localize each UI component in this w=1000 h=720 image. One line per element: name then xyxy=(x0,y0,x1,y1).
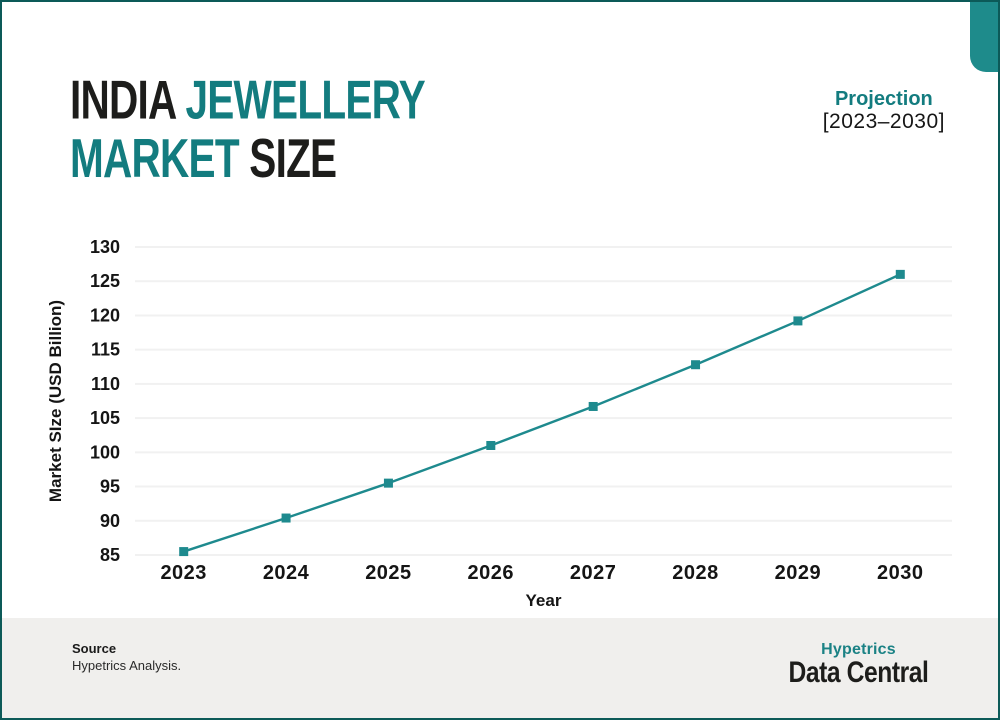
y-tick-label: 85 xyxy=(100,545,120,565)
chart-area: 85 90 95 100 105 110 115 120 125 130 2023 2024 2025 2… xyxy=(42,230,957,615)
x-axis-title: Year xyxy=(526,591,562,610)
data-point-marker xyxy=(486,440,496,450)
x-tick-label: 2025 xyxy=(365,562,412,584)
corner-accent-tab xyxy=(970,2,998,72)
data-point-marker xyxy=(895,269,905,279)
data-point-marker xyxy=(383,478,393,488)
y-tick-label: 100 xyxy=(90,442,120,462)
market-chart: 85 90 95 100 105 110 115 120 125 130 2023 2024 2025 2… xyxy=(46,237,952,610)
projection-range: [2023–2030] xyxy=(822,110,945,133)
x-tick-label: 2024 xyxy=(263,562,310,584)
y-tick-label: 115 xyxy=(91,340,120,360)
data-point-marker xyxy=(588,401,598,411)
footer-band: Source Hypetrics Analysis. Hypetrics Dat… xyxy=(2,618,998,718)
y-tick-label: 125 xyxy=(90,271,120,291)
title-word: JEWELLERY xyxy=(185,69,426,132)
x-tick-label: 2029 xyxy=(775,562,822,584)
x-tick-label: 2027 xyxy=(570,562,617,584)
y-tick-label: 110 xyxy=(91,374,120,394)
source-block: Source Hypetrics Analysis. xyxy=(72,640,181,674)
y-tick-label: 90 xyxy=(100,511,120,531)
y-tick-label: 95 xyxy=(100,477,120,497)
projection-label: Projection xyxy=(834,88,933,110)
title-word: SIZE xyxy=(249,128,337,190)
page-title: INDIA JEWELLERY MARKET SIZE xyxy=(70,69,426,189)
y-tick-label: 105 xyxy=(90,408,120,428)
projection-block: Projection [2023–2030] xyxy=(823,88,945,133)
brand-logo-top: Hypetrics xyxy=(821,641,896,658)
x-tick-label: 2023 xyxy=(160,562,207,584)
source-text: Hypetrics Analysis. xyxy=(72,658,182,673)
y-tick-label: 120 xyxy=(90,305,120,325)
title-word: INDIA xyxy=(70,69,186,132)
brand-logo: Hypetrics Data Central xyxy=(779,641,938,689)
title-line: INDIA JEWELLERY xyxy=(70,69,426,132)
x-tick-label: 2028 xyxy=(672,562,719,584)
data-point-marker xyxy=(179,547,189,557)
x-tick-label: 2030 xyxy=(877,562,924,584)
y-tick-label: 130 xyxy=(90,237,120,257)
y-axis-title: Market SIze (USD Billion) xyxy=(46,300,65,502)
data-point-marker xyxy=(793,316,803,326)
data-point-marker xyxy=(281,513,291,523)
title-word: MARKET xyxy=(70,128,250,190)
trend-line xyxy=(183,273,901,553)
data-point-marker xyxy=(691,360,701,370)
x-tick-label: 2026 xyxy=(468,562,515,584)
brand-logo-bottom: Data Central xyxy=(788,655,929,689)
source-label: Source xyxy=(72,641,117,656)
title-line: MARKET SIZE xyxy=(70,130,425,188)
